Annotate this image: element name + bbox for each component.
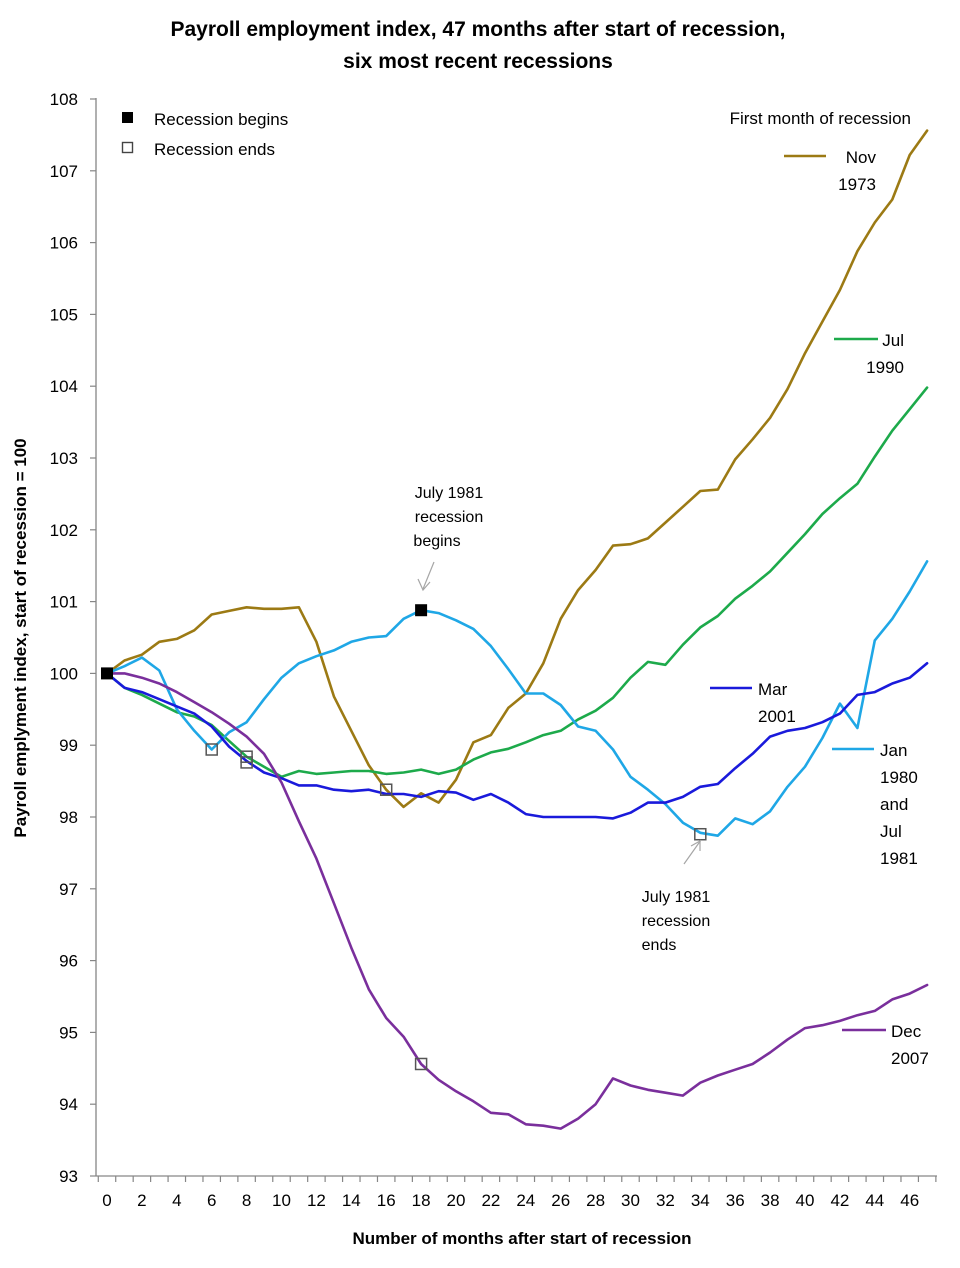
series-line-dec2007 [105,672,929,1130]
annotation-ends-arrowhead [690,839,701,851]
series-label-dec2007: Dec [891,1022,922,1041]
annotation-ends-line1: July 1981 [642,889,711,906]
recession-end-marker [205,743,218,756]
x-tick-label: 24 [516,1191,535,1210]
legend-begins-label: Recession begins [154,110,288,129]
y-tick-label: 93 [59,1167,78,1186]
y-tick-label: 106 [50,234,78,253]
x-tick-label: 30 [621,1191,640,1210]
y-tick-label: 108 [50,90,78,109]
y-tick-label: 95 [59,1023,78,1042]
annotation-begins: July 1981 recession begins [413,485,484,592]
y-tick-label: 101 [50,593,78,612]
x-tick-label: 42 [830,1191,849,1210]
chart-title-line1: Payroll employment index, 47 months afte… [170,18,785,41]
series-label-nov1973: Nov [846,148,877,167]
x-tick-label: 18 [412,1191,431,1210]
x-tick-label: 14 [342,1191,361,1210]
x-ticks: 0 2 4 6 8 10 12 14 16 18 20 22 24 26 28 30 32 34 36 38 40 42 4… [97,1176,937,1210]
annotations: July 1981 recession begins July 1981 rec… [413,485,710,954]
x-tick-label: 8 [242,1191,251,1210]
series-label-jan1980_jul1981: Jan [880,741,907,760]
annotation-begins-line3: begins [413,533,460,550]
y-tick-label: 94 [59,1095,78,1114]
x-tick-label: 34 [691,1191,710,1210]
y-tick-label: 99 [59,736,78,755]
x-tick-label: 44 [865,1191,884,1210]
y-tick-label: 102 [50,521,78,540]
annotation-ends: July 1981 recession ends [642,839,711,954]
series-label-jan1980_jul1981: 1981 [880,849,918,868]
series-line-jul1990 [105,386,929,779]
recession-end-marker [694,827,707,841]
x-tick-label: 20 [447,1191,466,1210]
recession-end-marker [414,1057,428,1071]
series-label-jan1980_jul1981: and [880,795,908,814]
series-label-mar2001: 2001 [758,707,796,726]
series-label-mar2001: Mar [758,680,788,699]
y-tick-label: 98 [59,808,78,827]
series-label-nov1973: 1973 [838,175,876,194]
y-tick-label: 97 [59,880,78,899]
series-lines [105,129,929,1130]
x-tick-label: 16 [377,1191,396,1210]
axes [95,98,937,1177]
series-label-jan1980_jul1981: Jul [880,822,902,841]
x-tick-label: 38 [761,1191,780,1210]
y-tick-label: 96 [59,952,78,971]
x-tick-label: 32 [656,1191,675,1210]
y-axis-title: Payroll emplyment index, start of recess… [11,438,30,837]
x-tick-label: 28 [586,1191,605,1210]
x-tick-label: 0 [102,1191,111,1210]
recession-markers [101,604,707,1071]
annotation-ends-line2: recession [642,913,710,930]
x-tick-label: 10 [272,1191,291,1210]
annotation-ends-line3: ends [642,937,677,954]
annotation-begins-arrowhead [417,578,431,592]
x-tick-label: 2 [137,1191,146,1210]
chart-title-line2: six most recent recessions [343,50,613,73]
annotation-begins-line1: July 1981 [415,485,484,502]
x-tick-label: 46 [900,1191,919,1210]
x-tick-label: 26 [551,1191,570,1210]
recession-end-marker [240,756,253,769]
series-line-jan1980_jul1981 [105,560,929,838]
y-tick-label: 107 [50,162,78,181]
recession-begin-marker [101,667,113,680]
series-labels: Nov 1973 Jul 1990 Jan 1980 and Jul 1981 Mar 2001 De… [710,148,929,1068]
legend-title: First month of recession [730,109,911,128]
x-tick-label: 4 [172,1191,181,1210]
x-tick-label: 6 [207,1191,216,1210]
recession-end-marker [379,783,393,796]
x-axis-title: Number of months after start of recessio… [352,1229,691,1248]
legend: Recession begins Recession ends First mo… [121,109,911,159]
annotation-begins-line2: recession [415,509,483,526]
series-label-jul1990: 1990 [866,358,904,377]
x-tick-label: 40 [796,1191,815,1210]
x-tick-label: 36 [726,1191,745,1210]
annotation-ends-arrow [683,839,702,865]
legend-ends-marker [121,141,134,154]
legend-begins-marker [122,112,133,123]
series-label-jul1990: Jul [882,331,904,350]
series-label-dec2007: 2007 [891,1049,929,1068]
series-line-nov1973 [105,129,929,809]
y-tick-label: 105 [50,305,78,324]
y-tick-label: 104 [50,377,78,396]
x-tick-label: 12 [307,1191,326,1210]
x-tick-label: 22 [481,1191,500,1210]
recession-begin-marker [415,604,428,617]
y-ticks: 93 94 95 96 97 98 99 100 101 102 103 104 105 106 107 10… [50,90,96,1186]
series-line-mar2001 [105,661,929,820]
annotation-begins-arrow [422,561,435,590]
series-label-jan1980_jul1981: 1980 [880,768,918,787]
y-tick-label: 103 [50,449,78,468]
y-tick-label: 100 [50,664,78,683]
legend-ends-label: Recession ends [154,140,275,159]
